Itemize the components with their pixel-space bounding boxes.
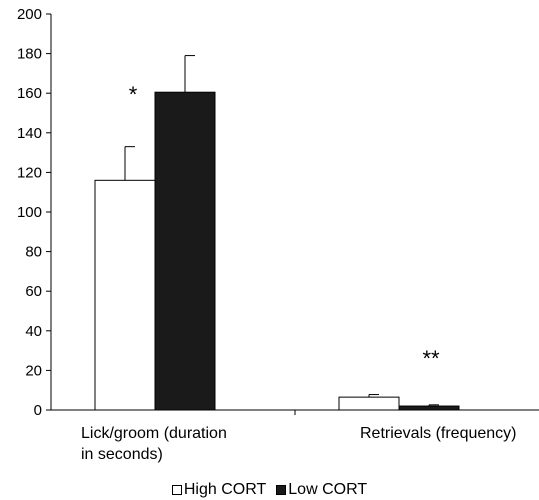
legend: High CORT Low CORT	[0, 480, 539, 500]
y-tick-label: 120	[17, 164, 42, 181]
x-category-label-line: in seconds)	[81, 446, 163, 463]
x-category-label-line: Retrievals (frequency)	[360, 425, 517, 442]
y-tick-label: 200	[17, 6, 42, 23]
y-tick-label: 60	[25, 283, 42, 300]
y-tick-label: 180	[17, 46, 42, 63]
bar-low-cort-1	[398, 405, 460, 411]
bar-high-cort-0	[94, 179, 156, 411]
legend-item-high-cort: High CORT	[171, 481, 267, 499]
category-labels: Lick/groom (duration in seconds) Retrieval…	[81, 425, 517, 463]
significance-marker: *	[129, 82, 138, 107]
y-tick-label: 0	[34, 402, 42, 419]
x-category-label: Retrievals (frequency)	[360, 425, 517, 442]
legend-label-high-cort: High CORT	[183, 481, 267, 498]
y-tick-label: 40	[25, 323, 42, 340]
legend-swatch-low-cort	[276, 485, 287, 495]
y-tick-label: 160	[17, 85, 42, 102]
bar-chart: 0 20 40 60 80 100 120 140 160 180 200 Lick/groom (…	[17, 6, 539, 463]
legend-label-low-cort: Low CORT	[288, 481, 368, 498]
y-tick-label: 140	[17, 125, 42, 142]
annotations: ***	[129, 82, 440, 371]
y-tick-label: 20	[25, 362, 42, 379]
legend-swatch-high-cort	[171, 485, 182, 495]
y-tick-label: 100	[17, 204, 42, 221]
significance-marker: **	[422, 346, 440, 371]
bars	[94, 91, 460, 411]
error-bars	[124, 55, 439, 407]
legend-item-low-cort: Low CORT	[276, 481, 367, 499]
x-category-label-line: Lick/groom (duration	[81, 425, 227, 442]
y-tick-label: 80	[25, 244, 42, 261]
bar-low-cort-0	[154, 91, 216, 411]
bar-high-cort-1	[338, 396, 400, 411]
y-axis-ticks: 0 20 40 60 80 100 120 140 160 180 200	[17, 6, 51, 419]
x-category-label: Lick/groom (duration in seconds)	[81, 425, 227, 463]
